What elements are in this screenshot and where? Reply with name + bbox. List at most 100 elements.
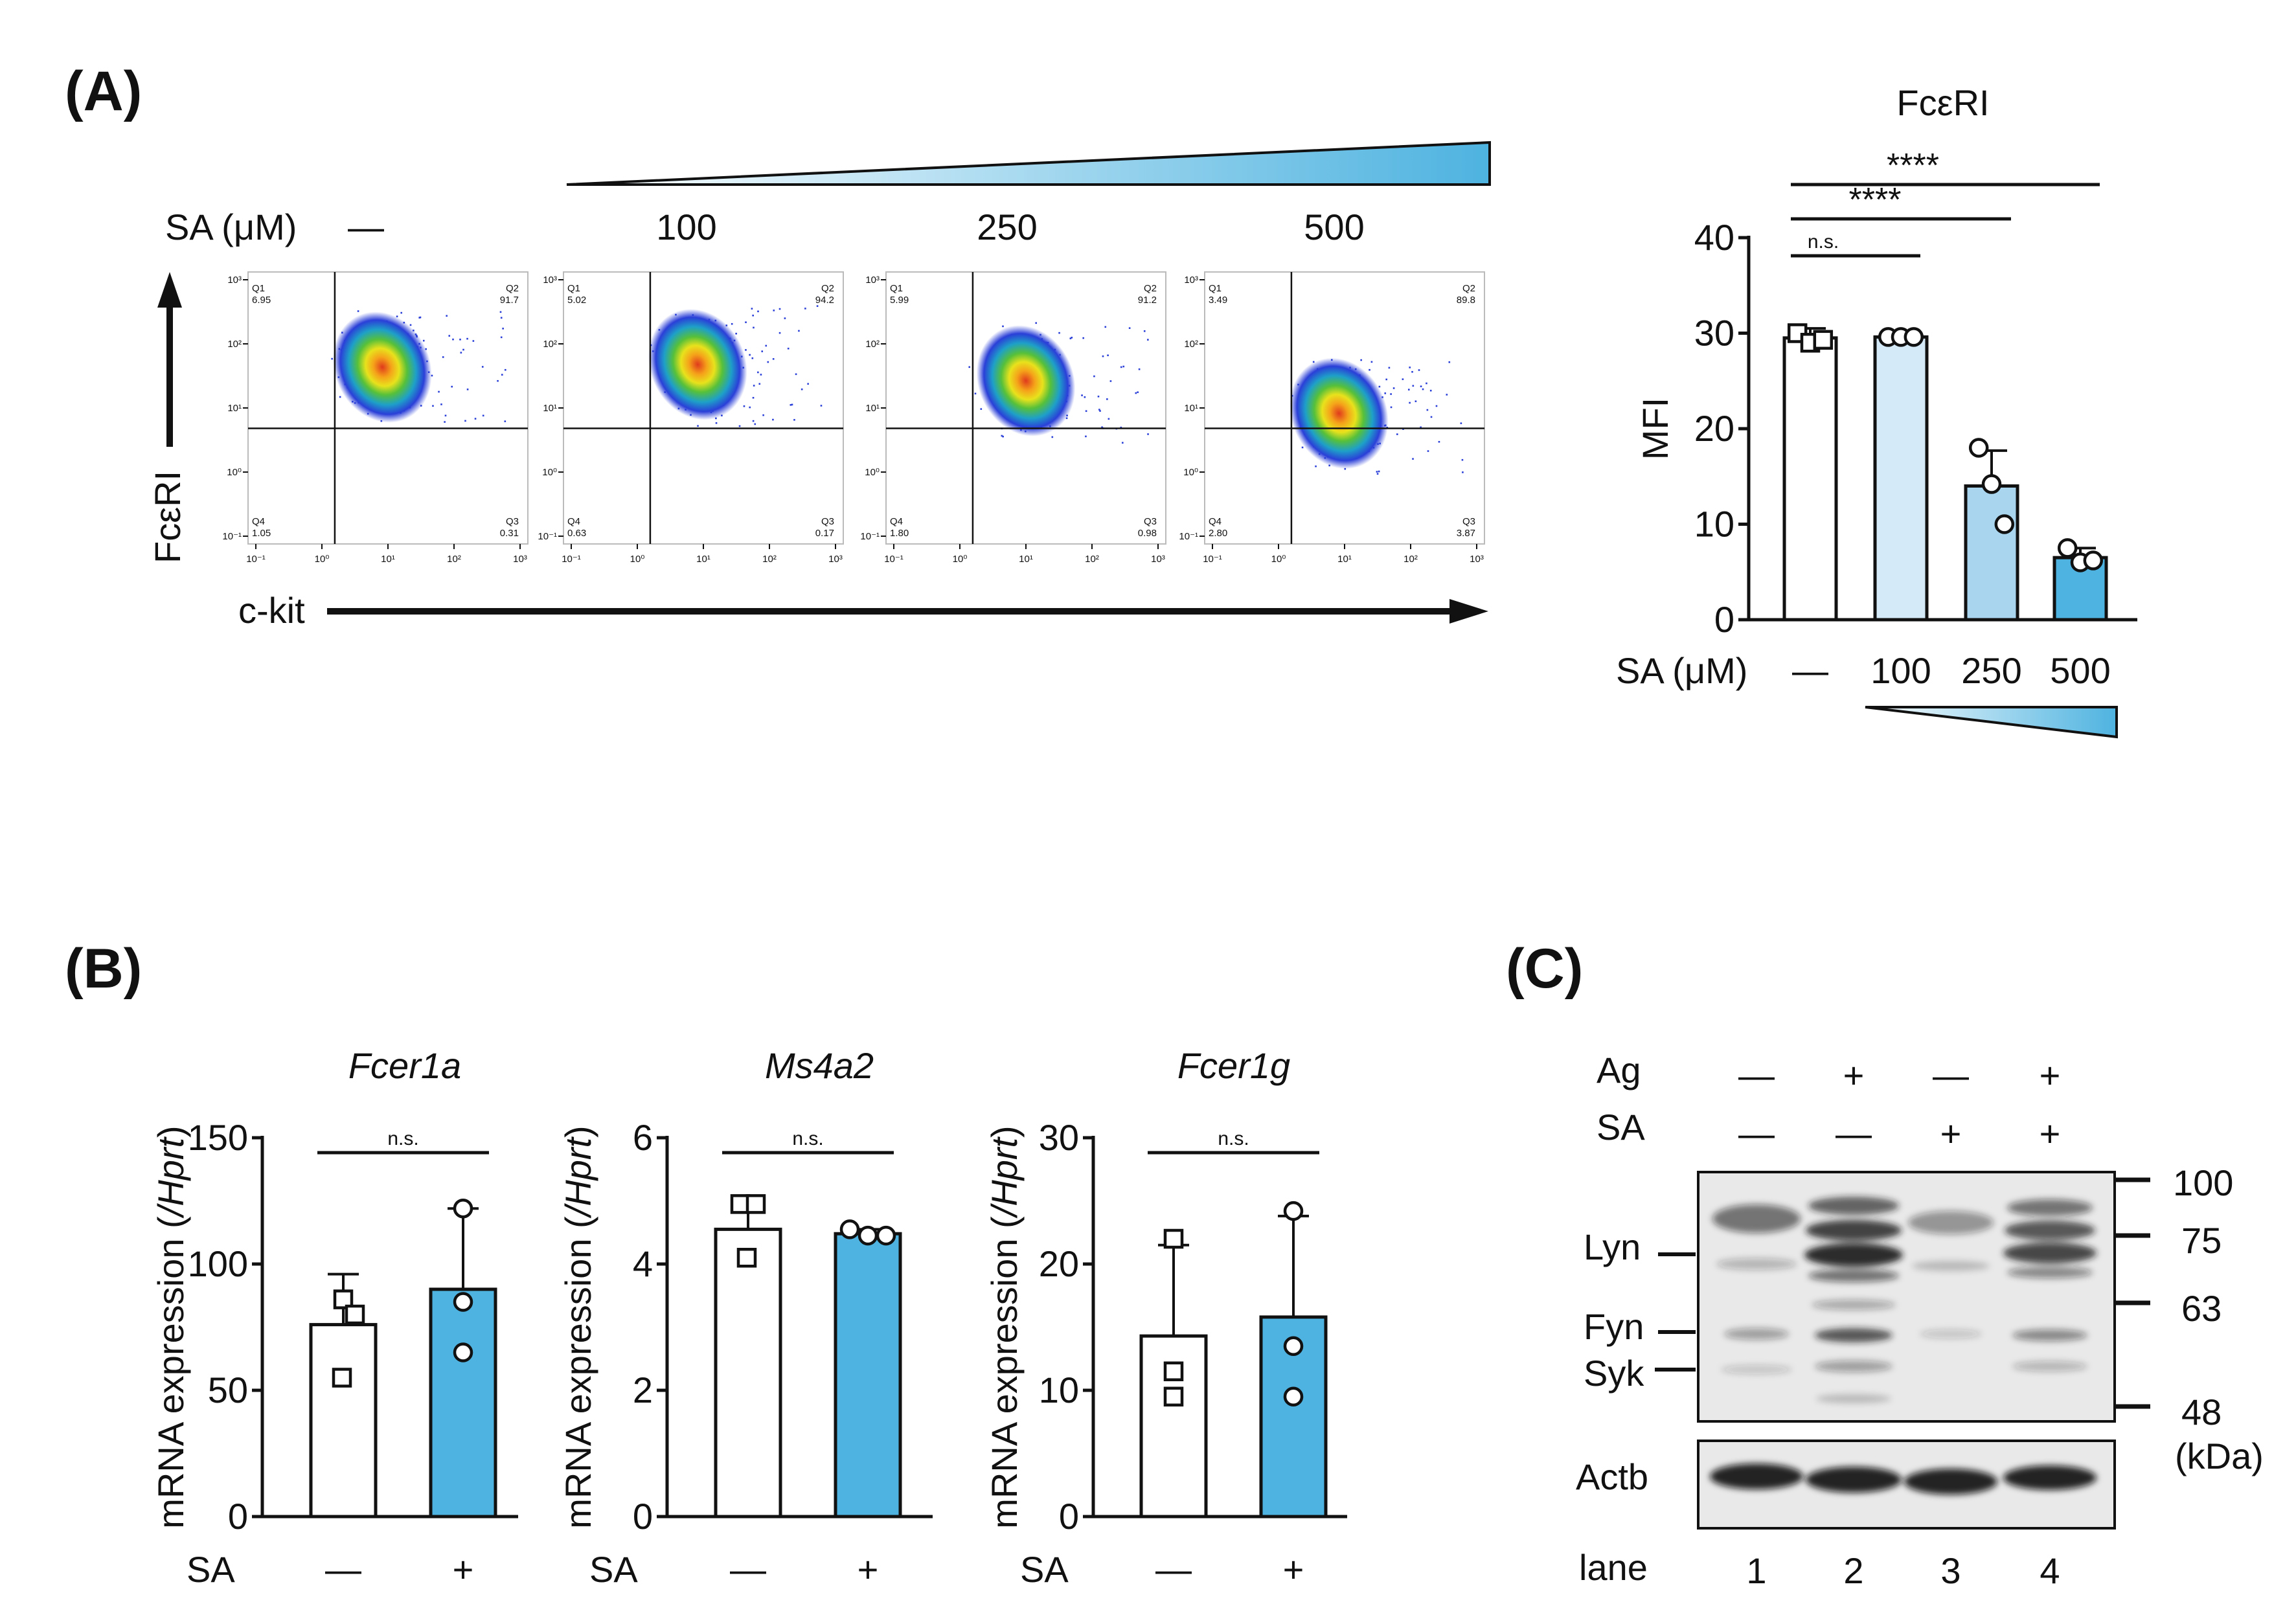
- flow-x-tick-label: 10²: [1404, 554, 1418, 565]
- y-tick-label: 10: [1694, 504, 1734, 545]
- q4-label: Q4: [1209, 516, 1222, 527]
- significance-label: ****: [1849, 181, 1902, 219]
- y-tick-label: 150: [188, 1117, 248, 1158]
- y-tick-label: 0: [1059, 1496, 1079, 1537]
- data-point: [1163, 1361, 1184, 1381]
- data-point: [1981, 474, 2002, 494]
- panel-label-b: (B): [65, 938, 142, 1000]
- y-tick-label: 30: [1039, 1117, 1079, 1158]
- bar-2: [1259, 1315, 1328, 1519]
- significance-label: ****: [1887, 147, 1939, 185]
- q3-value: 0.98: [1138, 528, 1157, 539]
- data-point: [736, 1248, 757, 1268]
- data-point: [1994, 514, 2015, 534]
- flow-x-tick-label: 10²: [1085, 554, 1099, 565]
- condition-mark: —: [1836, 1113, 1872, 1154]
- y-tick-label: 0: [633, 1496, 653, 1537]
- q4-label: Q4: [252, 516, 265, 527]
- sa-row-label: SA: [1597, 1107, 1645, 1147]
- category-label: 500: [2050, 650, 2110, 691]
- q4-label: Q4: [890, 516, 903, 527]
- flow-y-tick-label: 10⁻¹: [222, 531, 242, 542]
- q1-value: 3.49: [1209, 295, 1227, 306]
- chart-title: Ms4a2: [765, 1045, 874, 1086]
- flow-y-tick-label: 10³: [227, 275, 242, 286]
- x-axis-label: SA (μM): [1616, 650, 1747, 691]
- bar-2: [429, 1287, 497, 1519]
- significance-label: n.s.: [1218, 1128, 1249, 1149]
- q1-label: Q1: [567, 283, 580, 294]
- marker-48: 48: [2181, 1392, 2222, 1432]
- flow-x-tick-label: 10⁻¹: [1203, 554, 1222, 565]
- data-point: [1904, 327, 1924, 347]
- y-tick-label: 10: [1039, 1370, 1079, 1410]
- category-label: —: [730, 1549, 766, 1590]
- marker-75: 75: [2181, 1220, 2222, 1261]
- bar-1: [309, 1323, 378, 1519]
- lyn-label: Lyn: [1584, 1226, 1641, 1267]
- flow-y-tick-label: 10³: [865, 275, 880, 286]
- flow-y-tick-label: 10⁰: [542, 467, 557, 478]
- flow-x-tick-label: 10¹: [696, 554, 710, 565]
- q4-value: 0.63: [567, 528, 586, 539]
- q2-value: 89.8: [1457, 295, 1475, 306]
- flow-x-tick-label: 10⁰: [953, 554, 968, 565]
- actb-label: Actb: [1576, 1456, 1648, 1497]
- marker-63: 63: [2181, 1288, 2222, 1329]
- y-axis-label-suffix: ): [150, 1125, 191, 1138]
- panel-label-a: (A): [65, 60, 142, 122]
- q1-label: Q1: [252, 283, 265, 294]
- data-point: [1813, 330, 1834, 350]
- y-tick-label: 6: [633, 1117, 653, 1158]
- flow-x-tick-label: 10³: [1470, 554, 1484, 565]
- condition-mark: +: [2040, 1113, 2061, 1154]
- significance-label: n.s.: [792, 1128, 823, 1149]
- q2-value: 91.7: [500, 295, 519, 306]
- mfi-dose-gradient-wedge: [1865, 706, 2118, 739]
- dose-label-3: 500: [1304, 207, 1364, 247]
- bar-1: [714, 1227, 782, 1519]
- category-label: —: [325, 1549, 361, 1590]
- flow-density: [1290, 357, 1389, 469]
- chart-mfi: FcεRI 0 10 20 30 40 MFI — 100 250 500 SA (μM) n.s. **…: [1616, 82, 2137, 691]
- q4-value: 1.80: [890, 528, 909, 539]
- flow-y-tick-label: 10⁰: [1183, 467, 1198, 478]
- chart-ms4a2: Ms4a2 0 2 4 6 mRNA expression (/Hprt) — + SA n.s.: [558, 1045, 933, 1590]
- lane-label: lane: [1579, 1547, 1648, 1588]
- y-tick-label: 0: [228, 1496, 248, 1537]
- q1-value: 6.95: [252, 295, 271, 306]
- y-axis-label: mRNA expression (/Hprt): [558, 1125, 598, 1528]
- flow-y-tick-label: 10²: [1184, 339, 1198, 350]
- data-point: [1968, 438, 1989, 458]
- bar-3: [1964, 484, 2019, 622]
- flow-y-tick-label: 10⁻¹: [860, 531, 880, 542]
- ckit-arrow-head: [1449, 599, 1488, 624]
- data-point: [453, 1342, 473, 1362]
- y-axis-label-prefix: mRNA expression (: [558, 1216, 598, 1529]
- data-point: [839, 1219, 860, 1239]
- category-label: —: [1792, 650, 1828, 691]
- significance-label: n.s.: [1808, 231, 1839, 253]
- q3-value: 0.17: [815, 528, 834, 539]
- chart-title: Fcer1a: [348, 1045, 461, 1086]
- flow-x-tick-label: 10⁰: [1271, 554, 1286, 565]
- q4-value: 2.80: [1209, 528, 1227, 539]
- flow-x-tick-label: 10⁰: [630, 554, 645, 565]
- flow-y-tick-label: 10⁻¹: [538, 531, 557, 542]
- lane-number: 4: [2040, 1550, 2060, 1591]
- lane-number: 2: [1843, 1550, 1863, 1591]
- data-point: [332, 1368, 352, 1388]
- y-tick-label: 20: [1039, 1243, 1079, 1284]
- chart-fcer1g: Fcer1g 0 10 20 30 mRNA expression (/Hprt) — + SA…: [984, 1045, 1347, 1590]
- q2-label: Q2: [821, 283, 834, 294]
- y-axis-label-italic: /Hprt: [150, 1136, 191, 1219]
- q2-label: Q2: [506, 283, 519, 294]
- q3-label: Q3: [1462, 516, 1475, 527]
- flow-density: [648, 309, 747, 420]
- data-point: [453, 1292, 473, 1312]
- flow-y-tick-label: 10¹: [227, 403, 242, 414]
- chart-title: FcεRI: [1896, 82, 1989, 123]
- flow-y-tick-label: 10²: [227, 339, 242, 350]
